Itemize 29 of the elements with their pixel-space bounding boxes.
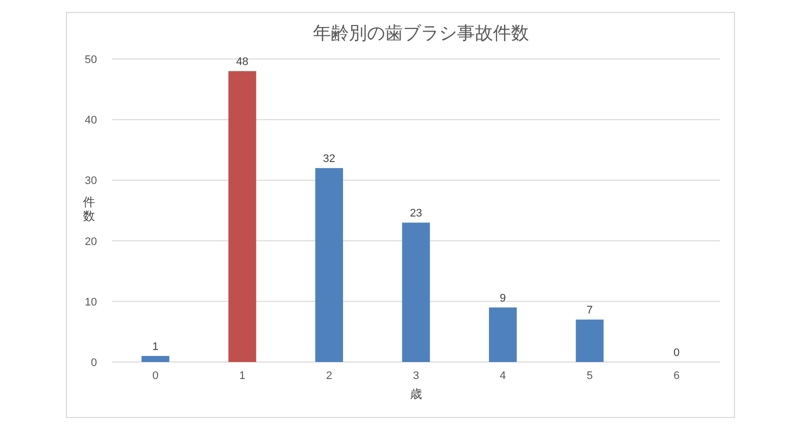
- x-tick-label: 6: [674, 370, 680, 382]
- y-tick-label: 40: [84, 114, 97, 127]
- data-label: 9: [500, 292, 506, 304]
- x-axis-title: 歳: [410, 387, 422, 401]
- x-tick-label: 4: [500, 370, 506, 382]
- data-label: 23: [410, 208, 422, 220]
- y-tick-label: 30: [84, 175, 97, 188]
- x-tick-label: 1: [239, 370, 246, 382]
- y-axis-title: 件数: [83, 195, 95, 223]
- y-tick-label: 0: [90, 357, 97, 369]
- bar: [228, 71, 256, 362]
- y-tick-label: 50: [84, 54, 97, 66]
- bar: [488, 307, 517, 362]
- bar: [402, 222, 430, 362]
- y-tick-label: 10: [84, 296, 97, 308]
- bar: [576, 320, 604, 362]
- bar: [315, 168, 344, 362]
- x-tick-label: 2: [326, 370, 332, 382]
- x-tick-label: 5: [586, 370, 593, 382]
- chart-title: 年齢別の歯ブラシ事故件数: [313, 23, 529, 43]
- data-label: 0: [674, 347, 680, 359]
- y-tick-label: 20: [84, 236, 97, 248]
- x-tick-label: 0: [152, 370, 158, 382]
- x-tick-label: 3: [412, 370, 420, 382]
- bar: [142, 356, 170, 362]
- data-label: 32: [323, 153, 336, 166]
- data-label: 48: [236, 56, 248, 68]
- data-label: 7: [586, 304, 593, 317]
- data-label: 1: [152, 340, 158, 353]
